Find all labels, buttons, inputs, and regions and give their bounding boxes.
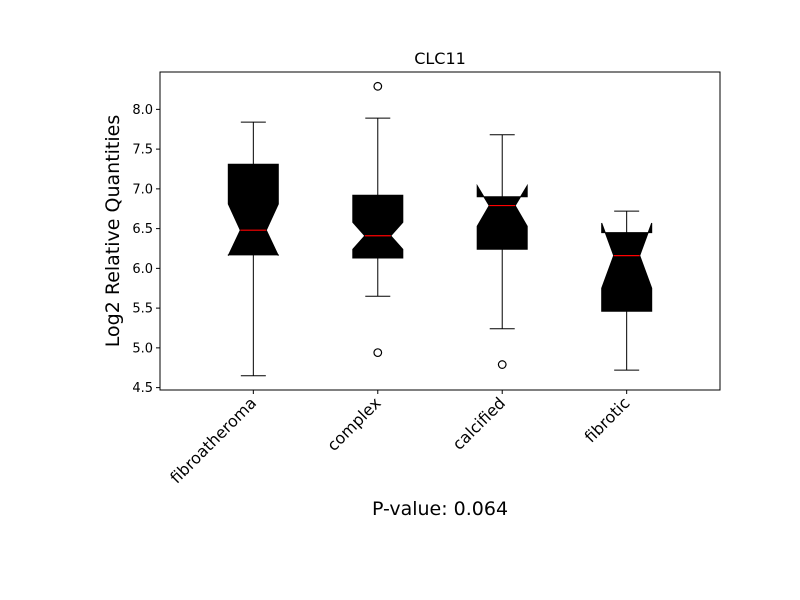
plot-frame — [159, 71, 721, 391]
outlier-point — [373, 81, 383, 91]
y-tick-label: 5.0 — [132, 341, 153, 356]
notched-box — [476, 183, 528, 250]
y-tick-label: 7.0 — [132, 182, 153, 197]
notched-box — [227, 163, 279, 256]
y-tick-label: 6.0 — [132, 262, 153, 277]
y-tick-label: 8.0 — [132, 103, 153, 118]
y-tick-label: 5.5 — [132, 302, 153, 317]
y-axis-label: Log2 Relative Quantities — [102, 115, 124, 347]
y-tick-label: 4.5 — [132, 381, 153, 396]
outlier-point — [373, 348, 383, 358]
x-category-label: calcified — [449, 393, 509, 453]
y-tick-label: 6.5 — [132, 222, 153, 237]
notched-box — [352, 194, 404, 259]
outlier-point — [497, 360, 507, 369]
chart-title: CLC11 — [414, 49, 466, 68]
p-value-label: P-value: 0.064 — [372, 498, 508, 520]
x-category-label: fibrotic — [581, 393, 634, 446]
y-tick-label: 7.5 — [132, 143, 153, 158]
x-category-label: complex — [323, 393, 384, 454]
notched-box — [601, 222, 653, 312]
x-category-label: fibroatheroma — [166, 393, 260, 487]
